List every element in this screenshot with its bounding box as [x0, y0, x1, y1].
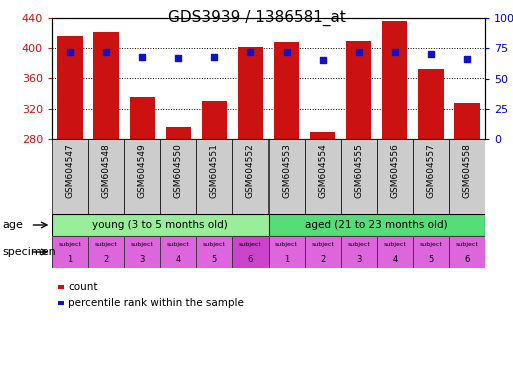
Point	[463, 56, 471, 62]
Text: age: age	[3, 220, 24, 230]
Text: count: count	[68, 282, 98, 292]
Text: subject: subject	[420, 242, 442, 247]
Text: specimen: specimen	[3, 247, 56, 257]
Text: subject: subject	[203, 242, 226, 247]
Bar	[130, 97, 155, 139]
Text: 3: 3	[356, 255, 361, 263]
Text: GSM604548: GSM604548	[102, 143, 111, 197]
Text: subject: subject	[167, 242, 190, 247]
Bar	[196, 139, 232, 214]
Text: GSM604547: GSM604547	[66, 143, 74, 197]
Point	[66, 49, 74, 55]
Text: GSM604551: GSM604551	[210, 143, 219, 198]
Text: GSM604552: GSM604552	[246, 143, 255, 197]
Bar	[418, 69, 444, 139]
Text: subject: subject	[456, 242, 479, 247]
Text: aged (21 to 23 months old): aged (21 to 23 months old)	[305, 220, 448, 230]
Bar	[202, 101, 227, 139]
Bar	[88, 139, 124, 214]
Text: subject: subject	[347, 242, 370, 247]
Bar	[238, 47, 263, 139]
Bar	[341, 139, 377, 214]
Text: young (3 to 5 months old): young (3 to 5 months old)	[92, 220, 228, 230]
Bar	[58, 301, 64, 305]
Point	[319, 57, 327, 63]
Text: GSM604556: GSM604556	[390, 143, 399, 198]
Text: subject: subject	[275, 242, 298, 247]
Text: 5: 5	[428, 255, 433, 263]
Text: GSM604549: GSM604549	[137, 143, 147, 197]
Bar	[160, 139, 196, 214]
Bar	[166, 127, 191, 139]
Text: 6: 6	[464, 255, 469, 263]
Bar	[58, 285, 64, 290]
Text: GSM604557: GSM604557	[426, 143, 436, 198]
Bar	[268, 139, 305, 214]
Bar	[455, 103, 480, 139]
Bar	[93, 31, 119, 139]
Point	[283, 49, 291, 55]
Text: percentile rank within the sample: percentile rank within the sample	[68, 298, 244, 308]
Bar	[305, 139, 341, 214]
Bar	[377, 139, 413, 214]
Bar	[382, 21, 407, 139]
Text: 5: 5	[212, 255, 217, 263]
Bar	[413, 139, 449, 214]
Text: subject: subject	[131, 242, 154, 247]
Text: subject: subject	[239, 242, 262, 247]
Text: GSM604553: GSM604553	[282, 143, 291, 198]
Point	[138, 54, 146, 60]
Text: GSM604555: GSM604555	[354, 143, 363, 198]
Bar	[52, 139, 88, 214]
Bar	[57, 36, 83, 139]
Point	[174, 55, 183, 61]
Text: 6: 6	[248, 255, 253, 263]
Point	[102, 49, 110, 55]
Text: GSM604550: GSM604550	[174, 143, 183, 198]
Point	[210, 54, 219, 60]
Text: 2: 2	[104, 255, 109, 263]
Text: 4: 4	[392, 255, 398, 263]
Text: subject: subject	[311, 242, 334, 247]
Text: 1: 1	[284, 255, 289, 263]
Text: 1: 1	[67, 255, 73, 263]
Bar	[449, 139, 485, 214]
Bar	[346, 41, 371, 139]
Text: GSM604558: GSM604558	[462, 143, 471, 198]
Text: subject: subject	[58, 242, 82, 247]
Bar	[310, 132, 336, 139]
Point	[391, 49, 399, 55]
Text: 4: 4	[175, 255, 181, 263]
Point	[354, 49, 363, 55]
Bar	[274, 42, 299, 139]
Text: 3: 3	[140, 255, 145, 263]
Text: subject: subject	[383, 242, 406, 247]
Bar	[232, 139, 268, 214]
Point	[427, 51, 435, 57]
Text: subject: subject	[95, 242, 117, 247]
Text: 2: 2	[320, 255, 325, 263]
Text: GDS3939 / 1386581_at: GDS3939 / 1386581_at	[168, 10, 345, 26]
Point	[246, 49, 254, 55]
Bar	[124, 139, 160, 214]
Text: GSM604554: GSM604554	[318, 143, 327, 197]
